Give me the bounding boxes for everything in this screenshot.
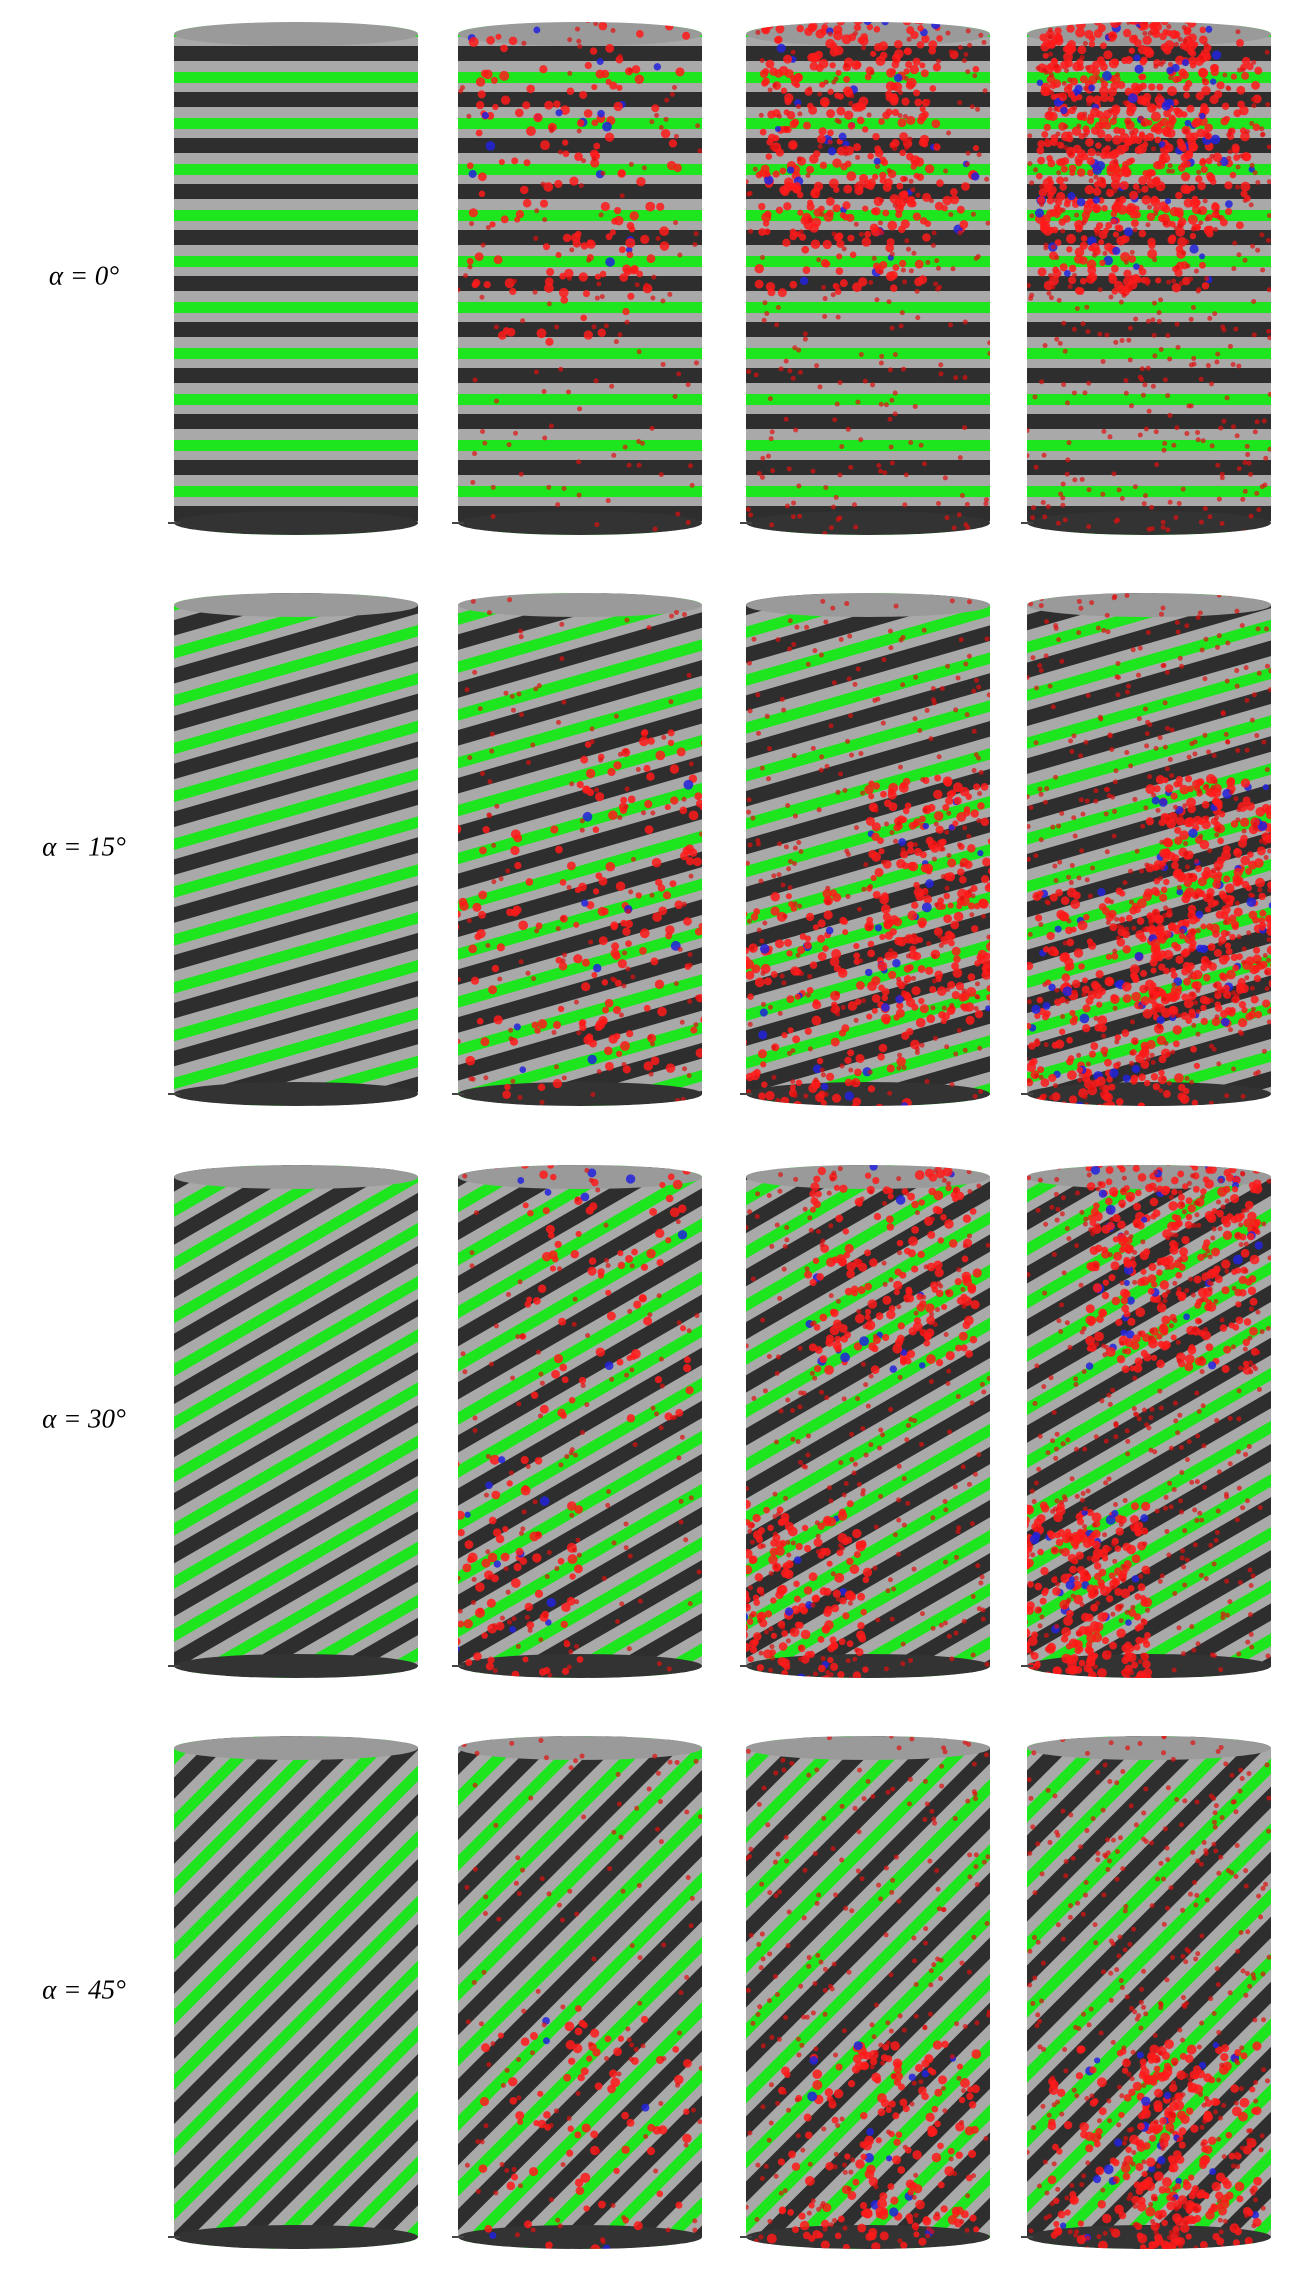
specimen-bottom	[174, 1654, 418, 1678]
specimen-top	[174, 593, 418, 617]
specimen-image	[999, 592, 1299, 1223]
specimen-body	[746, 593, 990, 1106]
specimen-bottom	[746, 511, 990, 535]
specimen-bottom	[174, 511, 418, 535]
specimen-bottom	[174, 1082, 418, 1106]
specimen-body	[174, 1736, 418, 2249]
specimen-image	[458, 1735, 704, 2277]
specimen-top	[174, 22, 418, 46]
specimen-image	[1025, 1734, 1272, 2277]
specimen-image	[174, 593, 418, 1106]
row-label: α = 45°	[42, 1975, 126, 2005]
figure-row: α = 0°	[49, 0, 1273, 537]
specimen-image	[1025, 0, 1273, 537]
specimen-image	[456, 0, 703, 535]
specimen-image	[998, 1081, 1272, 1754]
specimen-body	[174, 593, 418, 1106]
specimen-image	[719, 1081, 992, 1754]
specimen-top	[1027, 593, 1271, 617]
specimen-image	[174, 22, 418, 535]
specimen-image	[744, 0, 993, 536]
row-label: α = 0°	[49, 261, 119, 291]
specimen-image	[744, 1734, 992, 2277]
specimen-image	[431, 1028, 702, 1800]
specimen-image	[718, 593, 1019, 1220]
specimen-top	[458, 593, 702, 617]
row-label: α = 15°	[42, 832, 126, 862]
specimen-top	[746, 1736, 990, 1760]
specimen-bottom	[174, 2225, 418, 2249]
specimen-image	[174, 1165, 418, 1678]
figure-row: α = 30°	[42, 1028, 1272, 1800]
figure-row: α = 45°	[42, 1734, 1271, 2277]
specimen-body	[746, 22, 990, 535]
row-label: α = 30°	[42, 1404, 126, 1434]
specimen-body	[174, 22, 418, 535]
specimen-top	[746, 593, 990, 617]
specimen-body	[174, 1165, 418, 1678]
specimen-image	[174, 1736, 418, 2249]
specimen-top	[174, 1736, 418, 1760]
specimen-top	[174, 1165, 418, 1189]
specimen-body	[458, 1736, 702, 2249]
specimen-bottom	[458, 1082, 702, 1106]
